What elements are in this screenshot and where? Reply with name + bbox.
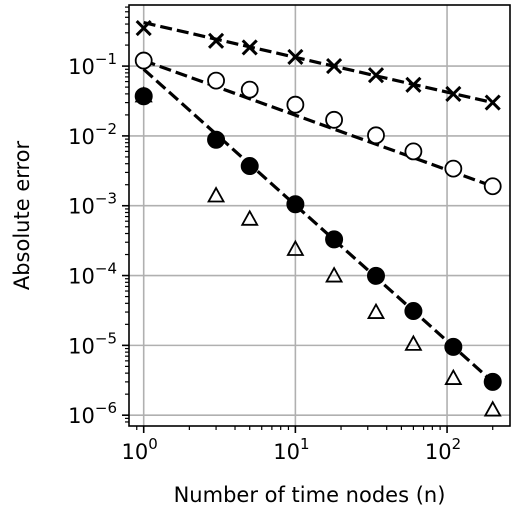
- x-tick-label: 100: [122, 435, 158, 464]
- filled-circle-marker: [404, 302, 423, 321]
- plot-frame: [128, 4, 511, 427]
- x-marker: [326, 58, 343, 75]
- open-triangle-marker: [240, 209, 259, 226]
- open-triangle-marker: [404, 334, 423, 351]
- open-circle-marker: [367, 126, 385, 145]
- y-tick-label: 10−5: [68, 329, 117, 358]
- fit-line-open-circle: [143, 59, 494, 188]
- fit-line-filled-circle: [142, 68, 494, 384]
- x-marker: [287, 48, 304, 66]
- y-tick-label: 10−4: [68, 260, 117, 289]
- x-marker: [445, 85, 462, 102]
- filled-circle-marker: [207, 130, 226, 149]
- tick-labels: 100 101 102 10−6 10−5 10−4 10−3 10−2 10−1: [68, 50, 461, 464]
- y-tick-label: 10−1: [68, 50, 117, 79]
- filled-circle-marker: [483, 372, 502, 391]
- open-circle-marker: [207, 71, 225, 90]
- open-circle-marker: [483, 177, 502, 196]
- x-axis-label: Number of time nodes (n): [174, 483, 446, 507]
- x-marker: [135, 20, 152, 37]
- x-marker: [405, 76, 422, 93]
- filled-circle-marker: [325, 230, 344, 249]
- open-circle-marker: [404, 142, 423, 161]
- y-tick-label: 10−2: [68, 120, 117, 149]
- filled-circle-marker: [444, 337, 463, 356]
- open-circle-marker: [240, 80, 259, 99]
- filled-circle-marker: [366, 266, 385, 285]
- filled-circle-marker: [240, 157, 259, 176]
- x-marker: [484, 94, 501, 111]
- open-triangle-marker: [134, 86, 153, 103]
- open-circle-marker: [286, 95, 305, 114]
- open-triangle-marker: [366, 302, 386, 319]
- fit-lines: [142, 21, 494, 384]
- y-tick-label: 10−3: [68, 190, 117, 219]
- open-triangle-marker: [286, 239, 305, 256]
- y-axis-label: Absolute error: [10, 140, 34, 290]
- open-triangle-marker: [207, 186, 226, 203]
- open-circle-marker: [325, 110, 343, 129]
- x-tick-label: 101: [273, 435, 309, 464]
- open-circle-marker: [444, 159, 463, 178]
- open-circle-marker: [134, 51, 153, 70]
- x-tick-label: 102: [425, 435, 461, 464]
- axis-ticks: [122, 6, 494, 433]
- x-marker: [241, 39, 258, 56]
- data-markers: [134, 20, 502, 417]
- x-marker: [367, 67, 385, 84]
- fit-line-x: [143, 21, 494, 105]
- open-triangle-marker: [325, 266, 344, 283]
- open-triangle-marker: [444, 368, 463, 385]
- grid-lines: [129, 5, 510, 426]
- y-tick-label: 10−6: [68, 399, 117, 428]
- x-marker: [208, 32, 225, 49]
- open-triangle-marker: [483, 400, 502, 417]
- filled-circle-marker: [286, 195, 305, 214]
